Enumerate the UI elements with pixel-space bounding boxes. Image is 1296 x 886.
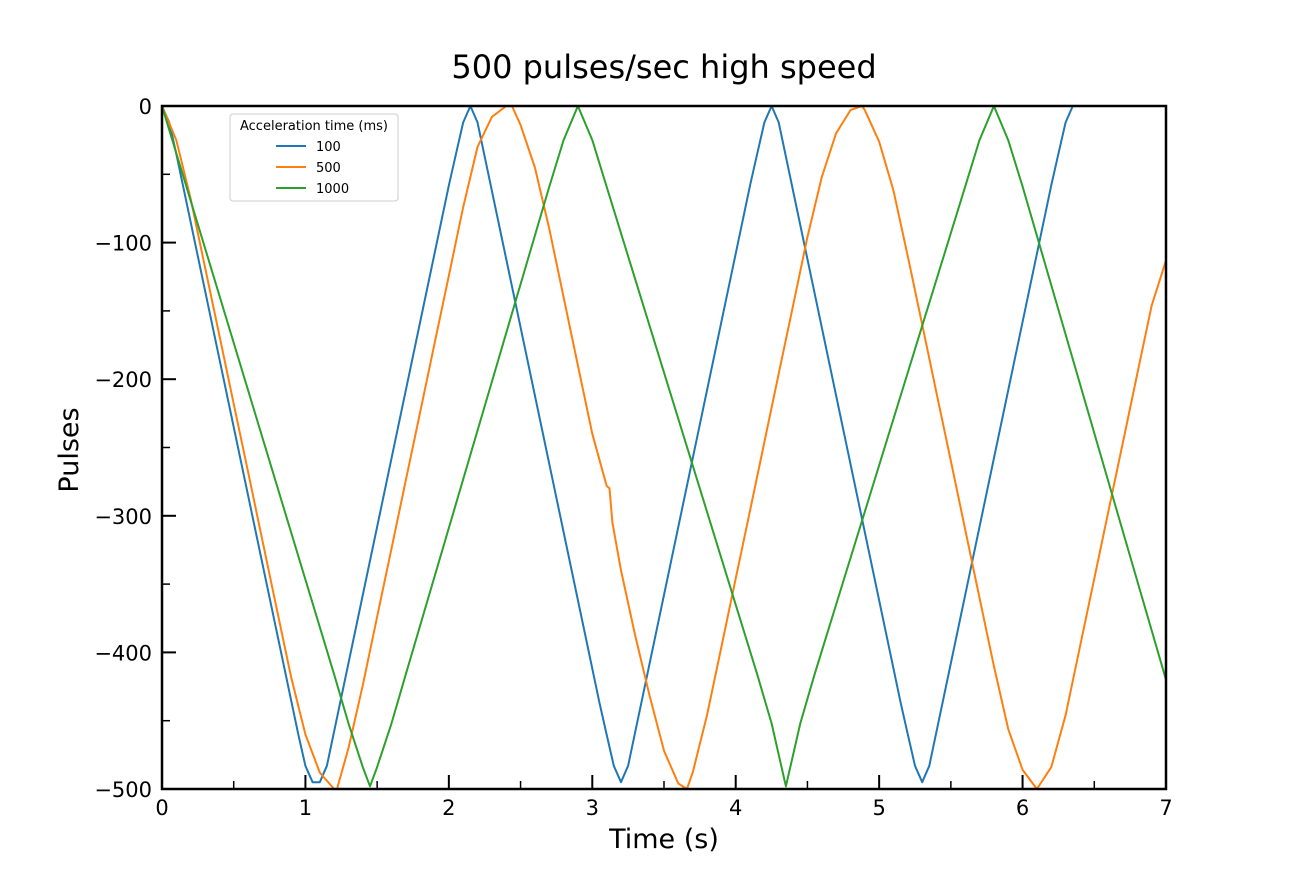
y-tick-label: −300 bbox=[94, 505, 152, 529]
y-tick-label: 0 bbox=[139, 95, 152, 119]
y-tick-label: −200 bbox=[94, 368, 152, 392]
x-tick-label: 6 bbox=[1016, 796, 1029, 820]
y-axis-label: Pulses bbox=[54, 407, 85, 492]
x-tick-label: 0 bbox=[155, 796, 168, 820]
y-tick-label: −400 bbox=[94, 641, 152, 665]
legend: Acceleration time (ms) 100 500 1000 bbox=[229, 113, 399, 202]
tick-labels-layer: 0 1 2 3 4 5 6 7 0 −100 −200 −300 −400 −500 bbox=[94, 95, 1172, 820]
x-axis-label: Time (s) bbox=[608, 824, 719, 855]
series-layer bbox=[161, 105, 1167, 790]
x-tick-label: 4 bbox=[729, 796, 742, 820]
legend-label-100: 100 bbox=[316, 140, 341, 155]
x-tick-label: 3 bbox=[586, 796, 599, 820]
plot-frame bbox=[160, 104, 1168, 791]
series-line-500 bbox=[161, 105, 1167, 790]
legend-label-500: 500 bbox=[316, 161, 341, 176]
series-line-100 bbox=[161, 105, 1074, 784]
x-tick-label: 2 bbox=[442, 796, 455, 820]
chart-title: 500 pulses/sec high speed bbox=[451, 48, 876, 86]
legend-label-1000: 1000 bbox=[316, 182, 349, 197]
legend-box bbox=[229, 113, 399, 202]
x-tick-label: 7 bbox=[1159, 796, 1172, 820]
y-tick-label: −100 bbox=[94, 232, 152, 256]
legend-title: Acceleration time (ms) bbox=[240, 119, 388, 134]
x-tick-label: 1 bbox=[299, 796, 312, 820]
y-tick-label: −500 bbox=[94, 778, 152, 802]
series-line-1000 bbox=[161, 105, 1167, 788]
x-tick-label: 5 bbox=[872, 796, 885, 820]
ticks-layer bbox=[161, 105, 1167, 790]
legend-items: 100 500 1000 bbox=[276, 140, 349, 197]
